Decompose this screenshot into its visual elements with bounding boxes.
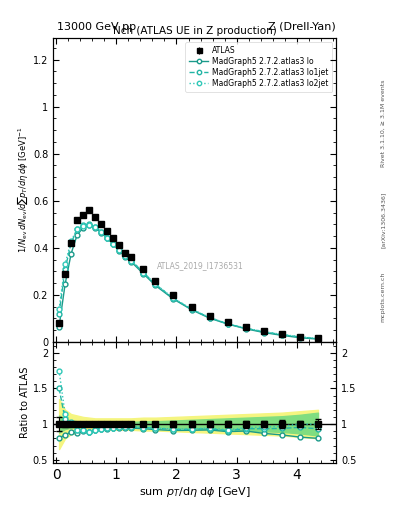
MadGraph5 2.7.2.atlas3 lo1jet (111, 241, 116, 247)
MadGraph5 2.7.2.atlas3 lo1jet (153, 281, 158, 287)
MadGraph5 2.7.2.atlas3 lo2jet (69, 238, 73, 244)
MadGraph5 2.7.2.atlas3 lo2jet (111, 241, 116, 247)
MadGraph5 2.7.2.atlas3 lo2jet (207, 314, 212, 321)
MadGraph5 2.7.2.atlas3 lo1jet (57, 311, 61, 317)
MadGraph5 2.7.2.atlas3 lo (298, 335, 302, 341)
MadGraph5 2.7.2.atlas3 lo2jet (141, 269, 146, 275)
MadGraph5 2.7.2.atlas3 lo1jet (93, 224, 97, 230)
MadGraph5 2.7.2.atlas3 lo (243, 326, 248, 332)
MadGraph5 2.7.2.atlas3 lo1jet (99, 229, 104, 235)
MadGraph5 2.7.2.atlas3 lo (129, 259, 134, 265)
MadGraph5 2.7.2.atlas3 lo1jet (75, 226, 79, 232)
Text: Z (Drell-Yan): Z (Drell-Yan) (268, 22, 336, 32)
MadGraph5 2.7.2.atlas3 lo1jet (87, 221, 92, 227)
Title: Nch (ATLAS UE in Z production): Nch (ATLAS UE in Z production) (113, 26, 276, 36)
MadGraph5 2.7.2.atlas3 lo1jet (105, 234, 110, 241)
MadGraph5 2.7.2.atlas3 lo1jet (63, 266, 68, 272)
MadGraph5 2.7.2.atlas3 lo2jet (243, 325, 248, 331)
MadGraph5 2.7.2.atlas3 lo (141, 271, 146, 277)
MadGraph5 2.7.2.atlas3 lo (153, 283, 158, 289)
MadGraph5 2.7.2.atlas3 lo2jet (123, 253, 128, 259)
MadGraph5 2.7.2.atlas3 lo (189, 307, 194, 313)
MadGraph5 2.7.2.atlas3 lo1jet (171, 295, 176, 302)
MadGraph5 2.7.2.atlas3 lo2jet (81, 223, 86, 229)
MadGraph5 2.7.2.atlas3 lo1jet (123, 253, 128, 259)
MadGraph5 2.7.2.atlas3 lo2jet (117, 247, 122, 253)
MadGraph5 2.7.2.atlas3 lo1jet (117, 247, 122, 253)
MadGraph5 2.7.2.atlas3 lo2jet (75, 226, 79, 232)
MadGraph5 2.7.2.atlas3 lo1jet (129, 258, 134, 264)
MadGraph5 2.7.2.atlas3 lo2jet (87, 222, 92, 228)
Text: Rivet 3.1.10, ≥ 3.1M events: Rivet 3.1.10, ≥ 3.1M events (381, 79, 386, 166)
Text: ATLAS_2019_I1736531: ATLAS_2019_I1736531 (157, 262, 244, 270)
MadGraph5 2.7.2.atlas3 lo1jet (141, 269, 146, 275)
MadGraph5 2.7.2.atlas3 lo1jet (261, 329, 266, 335)
MadGraph5 2.7.2.atlas3 lo (105, 236, 110, 242)
Line: MadGraph5 2.7.2.atlas3 lo1jet: MadGraph5 2.7.2.atlas3 lo1jet (57, 222, 320, 341)
MadGraph5 2.7.2.atlas3 lo1jet (279, 332, 284, 338)
MadGraph5 2.7.2.atlas3 lo1jet (225, 321, 230, 327)
MadGraph5 2.7.2.atlas3 lo (171, 296, 176, 302)
Line: MadGraph5 2.7.2.atlas3 lo: MadGraph5 2.7.2.atlas3 lo (57, 223, 320, 342)
MadGraph5 2.7.2.atlas3 lo2jet (316, 335, 320, 342)
MadGraph5 2.7.2.atlas3 lo (93, 225, 97, 231)
MadGraph5 2.7.2.atlas3 lo (123, 254, 128, 260)
MadGraph5 2.7.2.atlas3 lo (57, 324, 61, 330)
MadGraph5 2.7.2.atlas3 lo (225, 321, 230, 327)
MadGraph5 2.7.2.atlas3 lo2jet (105, 235, 110, 241)
X-axis label: sum $p_T$/d$\eta$ d$\phi$ [GeV]: sum $p_T$/d$\eta$ d$\phi$ [GeV] (139, 485, 250, 499)
MadGraph5 2.7.2.atlas3 lo (75, 232, 79, 238)
MadGraph5 2.7.2.atlas3 lo (117, 248, 122, 254)
MadGraph5 2.7.2.atlas3 lo (87, 222, 92, 228)
MadGraph5 2.7.2.atlas3 lo1jet (189, 306, 194, 312)
Text: 13000 GeV pp: 13000 GeV pp (57, 22, 136, 32)
MadGraph5 2.7.2.atlas3 lo2jet (298, 334, 302, 340)
MadGraph5 2.7.2.atlas3 lo1jet (69, 240, 73, 246)
MadGraph5 2.7.2.atlas3 lo1jet (298, 334, 302, 340)
MadGraph5 2.7.2.atlas3 lo2jet (153, 281, 158, 287)
MadGraph5 2.7.2.atlas3 lo1jet (81, 222, 86, 228)
MadGraph5 2.7.2.atlas3 lo2jet (93, 224, 97, 230)
MadGraph5 2.7.2.atlas3 lo2jet (63, 261, 68, 267)
MadGraph5 2.7.2.atlas3 lo1jet (207, 315, 212, 321)
MadGraph5 2.7.2.atlas3 lo2jet (279, 331, 284, 337)
MadGraph5 2.7.2.atlas3 lo (111, 241, 116, 247)
Legend: ATLAS, MadGraph5 2.7.2.atlas3 lo, MadGraph5 2.7.2.atlas3 lo1jet, MadGraph5 2.7.2: ATLAS, MadGraph5 2.7.2.atlas3 lo, MadGra… (185, 42, 332, 92)
Text: mcplots.cern.ch: mcplots.cern.ch (381, 272, 386, 322)
MadGraph5 2.7.2.atlas3 lo2jet (129, 258, 134, 264)
MadGraph5 2.7.2.atlas3 lo2jet (57, 306, 61, 312)
MadGraph5 2.7.2.atlas3 lo2jet (171, 295, 176, 301)
MadGraph5 2.7.2.atlas3 lo2jet (261, 329, 266, 335)
MadGraph5 2.7.2.atlas3 lo (99, 229, 104, 236)
Line: MadGraph5 2.7.2.atlas3 lo2jet: MadGraph5 2.7.2.atlas3 lo2jet (57, 222, 320, 341)
MadGraph5 2.7.2.atlas3 lo (63, 281, 68, 287)
MadGraph5 2.7.2.atlas3 lo (81, 225, 86, 231)
Y-axis label: Ratio to ATLAS: Ratio to ATLAS (20, 367, 30, 438)
MadGraph5 2.7.2.atlas3 lo1jet (316, 335, 320, 342)
MadGraph5 2.7.2.atlas3 lo (279, 332, 284, 338)
MadGraph5 2.7.2.atlas3 lo (69, 251, 73, 257)
MadGraph5 2.7.2.atlas3 lo1jet (243, 325, 248, 331)
MadGraph5 2.7.2.atlas3 lo (316, 336, 320, 342)
MadGraph5 2.7.2.atlas3 lo2jet (189, 306, 194, 312)
Text: [arXiv:1306.3436]: [arXiv:1306.3436] (381, 192, 386, 248)
Y-axis label: $1/N_{\rm ev}\,dN_{\rm ev}/d\!\sum\!p_T/d\eta\,d\phi\;[\mathrm{GeV}]^{-1}$: $1/N_{\rm ev}\,dN_{\rm ev}/d\!\sum\!p_T/… (16, 127, 30, 253)
MadGraph5 2.7.2.atlas3 lo2jet (225, 321, 230, 327)
MadGraph5 2.7.2.atlas3 lo2jet (99, 229, 104, 235)
MadGraph5 2.7.2.atlas3 lo (207, 315, 212, 321)
MadGraph5 2.7.2.atlas3 lo (261, 329, 266, 335)
